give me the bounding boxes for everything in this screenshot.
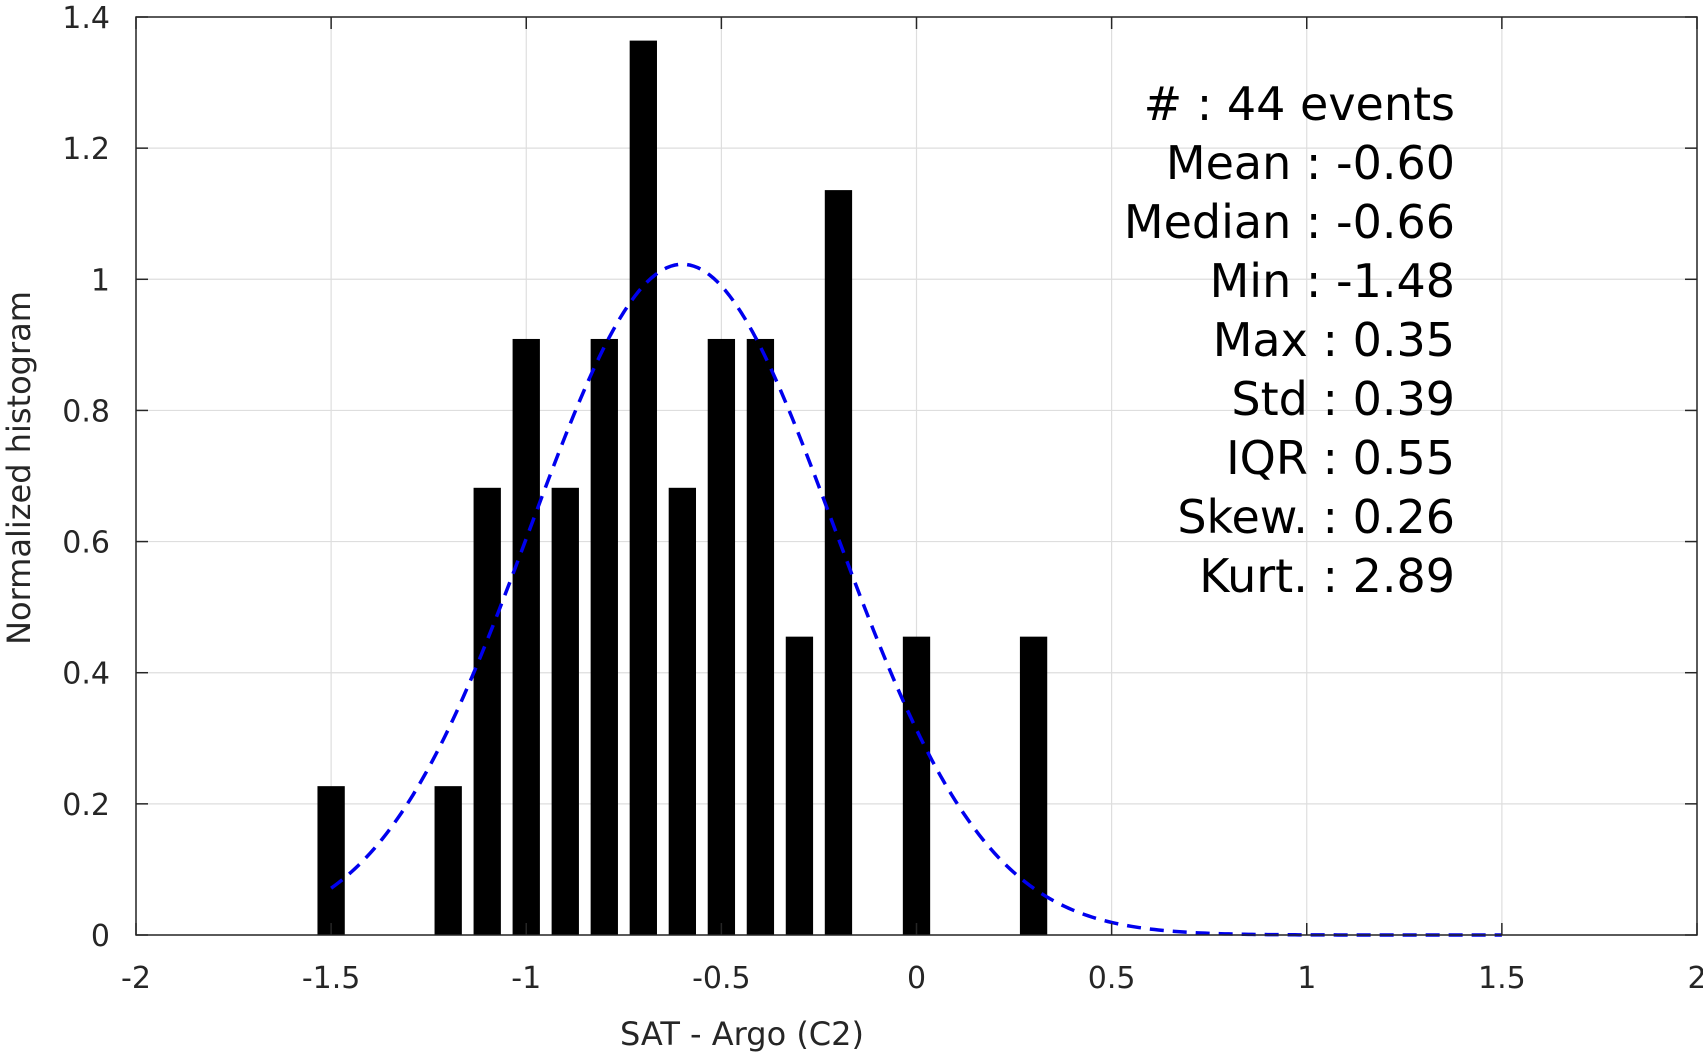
histogram-bar	[785, 636, 814, 935]
x-tick-label: -1	[511, 961, 541, 996]
histogram-bar	[434, 786, 462, 935]
y-tick-label: 0.6	[62, 526, 110, 561]
x-tick-label: -2	[121, 961, 151, 996]
x-axis-label: SAT - Argo (C2)	[620, 1015, 864, 1053]
x-tick-label: 1	[1297, 961, 1316, 996]
x-tick-label: 1.5	[1478, 961, 1526, 996]
histogram-bar	[473, 487, 501, 935]
y-tick-label: 0.4	[62, 657, 110, 692]
y-axis-label: Normalized histogram	[0, 291, 38, 645]
histogram-bar	[707, 338, 736, 936]
stat-line: Mean : -0.60	[1166, 136, 1455, 190]
y-tick-label: 0.8	[62, 394, 110, 429]
x-tick-label: 2	[1687, 961, 1703, 996]
stat-line: Skew. : 0.26	[1177, 490, 1455, 544]
y-tick-label: 1.2	[62, 132, 110, 167]
x-tick-label: 0	[907, 961, 926, 996]
histogram-bar	[902, 636, 931, 935]
y-tick-label: 0.2	[62, 788, 110, 823]
stat-line: Kurt. : 2.89	[1199, 549, 1455, 603]
stat-line: Max : 0.35	[1213, 313, 1455, 367]
y-tick-label: 1	[91, 263, 110, 298]
stat-line: Median : -0.66	[1124, 195, 1455, 249]
x-tick-label: -1.5	[302, 961, 361, 996]
histogram-bar	[317, 786, 345, 935]
histogram-bars	[317, 40, 1048, 936]
histogram-bar	[746, 338, 775, 936]
histogram-bar	[629, 40, 657, 935]
histogram-bar	[590, 338, 618, 936]
y-tick-labels: 0 0.2 0.4 0.6 0.8 1 1.2 1.4	[62, 1, 110, 954]
stat-line: Min : -1.48	[1210, 254, 1455, 308]
x-tick-labels: -2 -1.5 -1 -0.5 0 0.5 1 1.5 2	[121, 961, 1703, 996]
histogram-bar	[551, 487, 579, 935]
histogram-bar	[668, 487, 697, 935]
stat-line: Std : 0.39	[1231, 372, 1455, 426]
x-tick-label: -0.5	[692, 961, 751, 996]
y-tick-label: 0	[91, 919, 110, 954]
histogram-bar	[512, 338, 540, 936]
stat-line: IQR : 0.55	[1226, 431, 1455, 485]
histogram-bar	[1019, 636, 1048, 935]
plot-frame	[135, 16, 1698, 936]
y-tick-label: 1.4	[62, 1, 110, 36]
x-tick-label: 0.5	[1088, 961, 1136, 996]
stat-line: # : 44 events	[1144, 77, 1455, 131]
